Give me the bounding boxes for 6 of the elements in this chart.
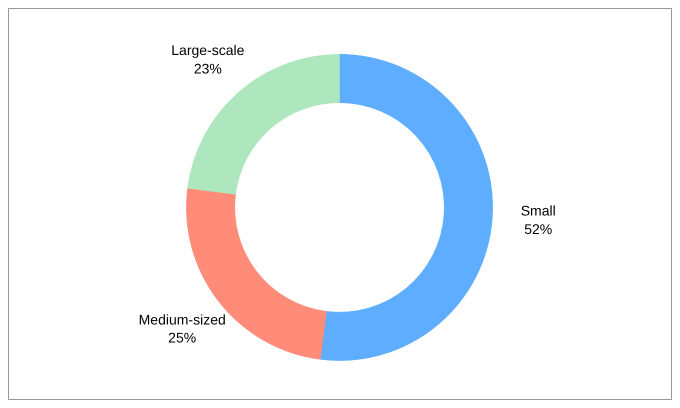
data-label: 52% xyxy=(524,221,552,238)
data-label: 23% xyxy=(194,60,222,77)
slice-label: Small xyxy=(520,202,556,219)
slice-label: Large-scale xyxy=(171,42,245,58)
data-label: 25% xyxy=(168,330,196,346)
slice-label: Medium-sized xyxy=(138,311,226,328)
